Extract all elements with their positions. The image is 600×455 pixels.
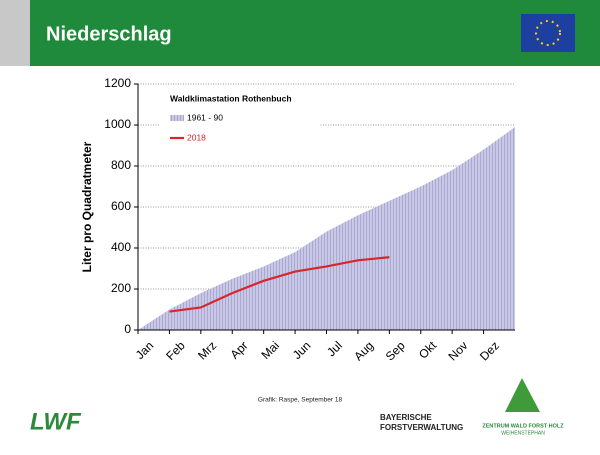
y-tick-label: 1200 (104, 76, 131, 90)
lwf-logo: LWF (30, 408, 82, 435)
credit: Grafik: Raspe, September 18 (258, 397, 343, 404)
org2-line2: WEIHENSTEPHAN (501, 430, 545, 436)
y-tick-label: 1000 (104, 117, 131, 131)
y-tick-label: 400 (111, 240, 131, 254)
x-tick-label: Jul (324, 338, 345, 359)
legend-swatch (170, 115, 184, 121)
line (169, 256, 390, 313)
area (138, 127, 515, 330)
legend-box (160, 88, 320, 148)
x-tick-label: Mrz (195, 338, 219, 362)
x-tick-label: Jun (290, 338, 314, 362)
x-tick-label: Sep (383, 338, 408, 363)
x-tick-label: Feb (163, 338, 188, 363)
y-tick-label: 800 (111, 158, 131, 172)
org1-line1: BAYERISCHE (380, 413, 432, 422)
zwfh-logo (505, 378, 540, 412)
legend-label: 2018 (187, 132, 206, 142)
x-tick-label: Okt (416, 338, 440, 362)
org1-line2: FORSTVERWALTUNG (380, 423, 463, 432)
header-bar (0, 0, 600, 66)
x-tick-label: Mai (258, 338, 282, 362)
chart: 0 200 400 600 800 1000 1200 Jan Feb Mrz Apr Mai Jun J… (80, 76, 515, 363)
legend-title: Waldklimastation Rothenbuch (170, 93, 292, 103)
y-tick-label: 0 (124, 322, 131, 336)
x-tick-label: Apr (228, 338, 251, 361)
x-tick-label: Nov (446, 338, 471, 363)
x-tick-label: Aug (351, 338, 376, 363)
eu-logo (521, 14, 575, 52)
x-tick-label: Jan (133, 338, 157, 362)
header-accent (0, 0, 30, 66)
slide-title: Niederschlag (46, 23, 172, 45)
org2-line1: ZENTRUM WALD FORST HOLZ (482, 423, 564, 429)
y-tick-label: 600 (111, 199, 131, 213)
y-axis-label: Liter pro Quadratmeter (80, 141, 94, 272)
x-tick-label: Dez (477, 338, 502, 363)
y-tick-label: 200 (111, 281, 131, 295)
legend-label: 1961 - 90 (187, 112, 223, 122)
